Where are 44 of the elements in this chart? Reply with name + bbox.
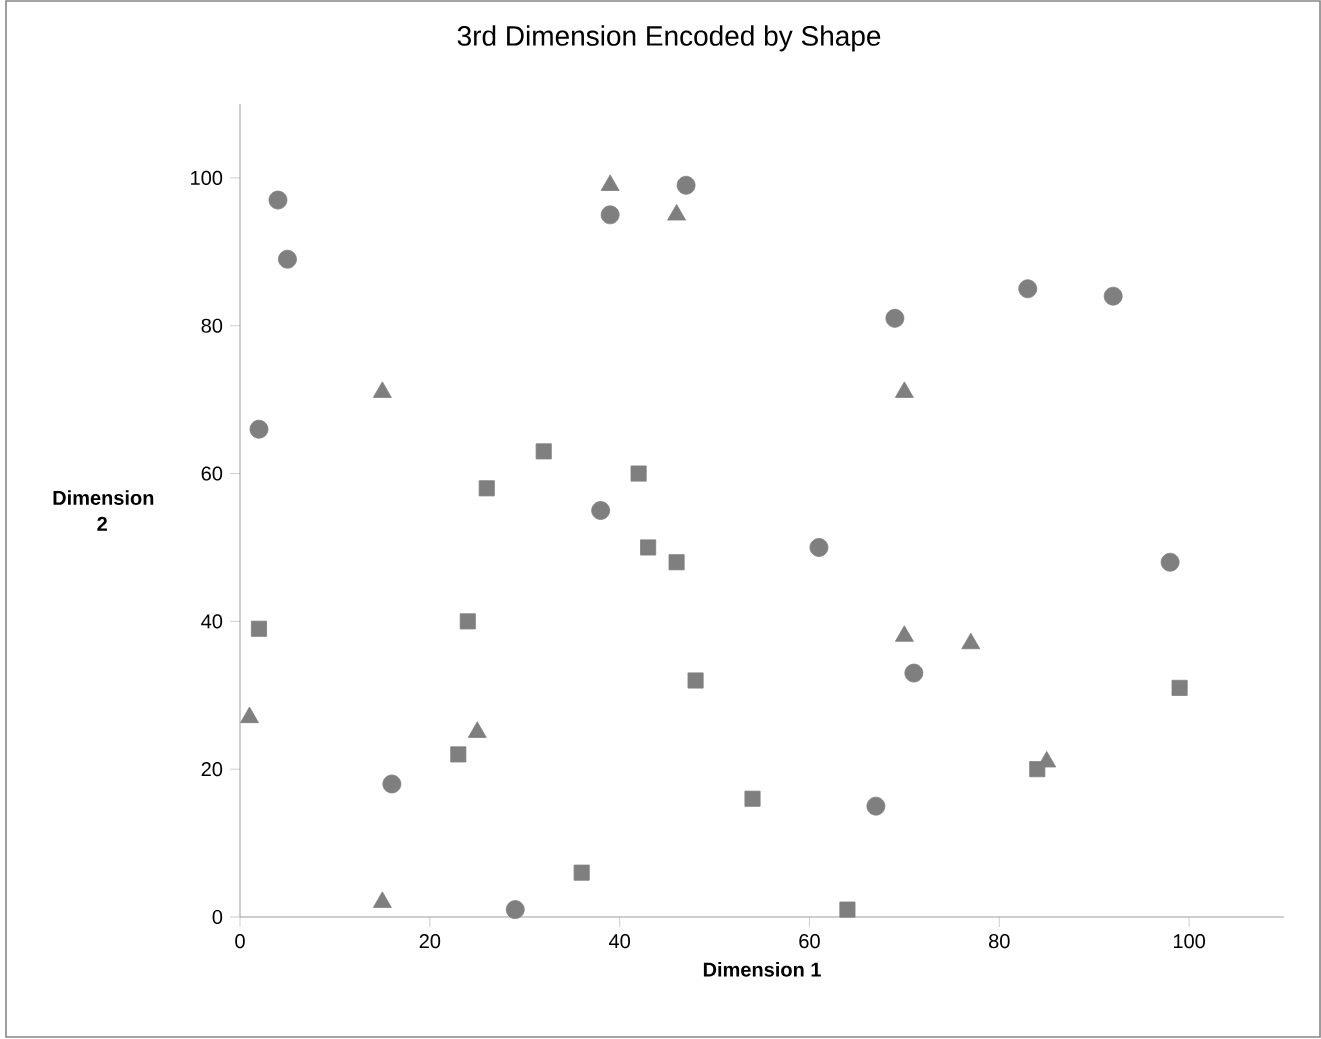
x-tick-label: 40 bbox=[608, 934, 630, 949]
point bbox=[1103, 286, 1123, 306]
x-tick-label: 20 bbox=[419, 934, 441, 949]
point bbox=[591, 501, 611, 520]
point bbox=[866, 796, 886, 816]
point bbox=[1171, 679, 1188, 696]
point bbox=[687, 672, 704, 689]
point bbox=[268, 190, 288, 210]
point bbox=[250, 620, 267, 637]
point bbox=[1160, 552, 1180, 572]
point bbox=[676, 175, 696, 195]
point bbox=[573, 864, 590, 881]
y-tick-label: 80 bbox=[201, 318, 223, 333]
point bbox=[744, 790, 761, 807]
y-axis-title: Dimension 2 bbox=[53, 490, 154, 531]
point bbox=[505, 900, 525, 920]
y-tick-label: 100 bbox=[191, 170, 223, 185]
x-tick-label: 100 bbox=[1173, 934, 1206, 949]
y-tick-label: 40 bbox=[201, 614, 223, 629]
point bbox=[249, 419, 269, 439]
point bbox=[839, 901, 856, 918]
x-tick-label: 80 bbox=[989, 934, 1010, 949]
point bbox=[535, 443, 552, 460]
point bbox=[809, 538, 829, 557]
point bbox=[600, 205, 620, 225]
point bbox=[382, 774, 402, 794]
chart-title: 3rd Dimension Encoded by Shape bbox=[457, 25, 881, 52]
point bbox=[640, 539, 657, 556]
point bbox=[450, 746, 467, 763]
point bbox=[885, 308, 905, 328]
x-axis-title: Dimension 1 bbox=[703, 961, 821, 977]
point bbox=[278, 249, 297, 269]
point bbox=[1018, 279, 1038, 299]
y-tick-label: 20 bbox=[201, 762, 223, 777]
point bbox=[459, 613, 476, 630]
point bbox=[1029, 761, 1046, 778]
x-tick-label: 0 bbox=[235, 934, 245, 949]
point bbox=[630, 465, 647, 482]
point bbox=[668, 554, 685, 571]
y-tick-label: 0 bbox=[212, 909, 223, 925]
point bbox=[904, 663, 924, 683]
y-tick-label: 60 bbox=[201, 466, 223, 481]
x-tick-label: 60 bbox=[799, 934, 820, 949]
point bbox=[478, 480, 495, 497]
